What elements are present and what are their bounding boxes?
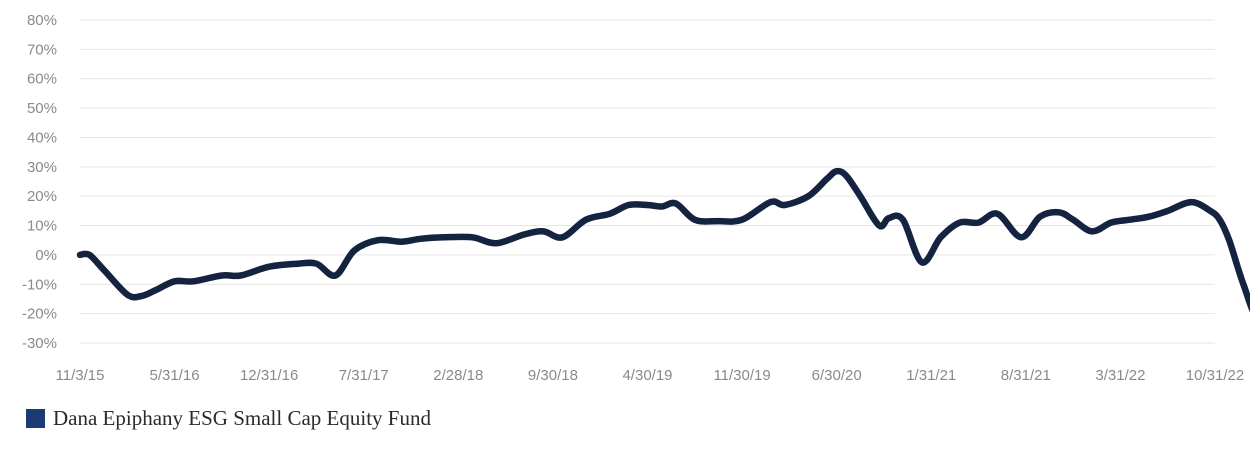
legend-swatch — [26, 409, 45, 428]
x-tick-label: 7/31/17 — [339, 367, 389, 384]
x-tick-label: 2/28/18 — [433, 367, 483, 384]
y-tick-label: 80% — [27, 12, 57, 29]
x-tick-label: 1/31/21 — [906, 367, 956, 384]
x-tick-label: 9/30/18 — [528, 367, 578, 384]
y-tick-label: 20% — [27, 188, 57, 205]
x-axis-tick-labels: 11/3/15 5/31/16 12/31/16 7/31/17 2/28/18 9/30… — [56, 367, 1245, 384]
gridlines — [80, 19, 1215, 344]
x-tick-label: 3/31/22 — [1095, 367, 1145, 384]
y-tick-label: -10% — [22, 276, 57, 293]
y-tick-label: -30% — [22, 335, 57, 352]
x-tick-label: 8/31/21 — [1001, 367, 1051, 384]
series-line — [76, 167, 1250, 313]
y-tick-label: -20% — [22, 306, 57, 323]
x-tick-label: 4/30/19 — [622, 367, 672, 384]
x-tick-label: 11/3/15 — [56, 367, 105, 384]
y-tick-label: 60% — [27, 71, 57, 88]
legend-label: Dana Epiphany ESG Small Cap Equity Fund — [53, 406, 431, 430]
x-tick-label: 11/30/19 — [713, 367, 770, 384]
y-tick-label: 10% — [27, 218, 57, 235]
y-tick-label: 0% — [35, 247, 57, 264]
legend: Dana Epiphany ESG Small Cap Equity Fund — [26, 406, 431, 431]
x-tick-label: 12/31/16 — [240, 367, 298, 384]
y-tick-label: 70% — [27, 41, 57, 58]
y-tick-label: 30% — [27, 159, 57, 176]
y-axis-tick-labels: 80% 70% 60% 50% 40% 30% 20% 10% 0% -10% -20% -30% — [22, 12, 57, 352]
y-tick-label: 50% — [27, 100, 57, 117]
series-lines — [76, 167, 1250, 313]
y-tick-label: 40% — [27, 129, 57, 146]
x-tick-label: 6/30/20 — [812, 367, 862, 384]
x-tick-label: 5/31/16 — [150, 367, 200, 384]
x-tick-label: 10/31/22 — [1186, 367, 1244, 384]
